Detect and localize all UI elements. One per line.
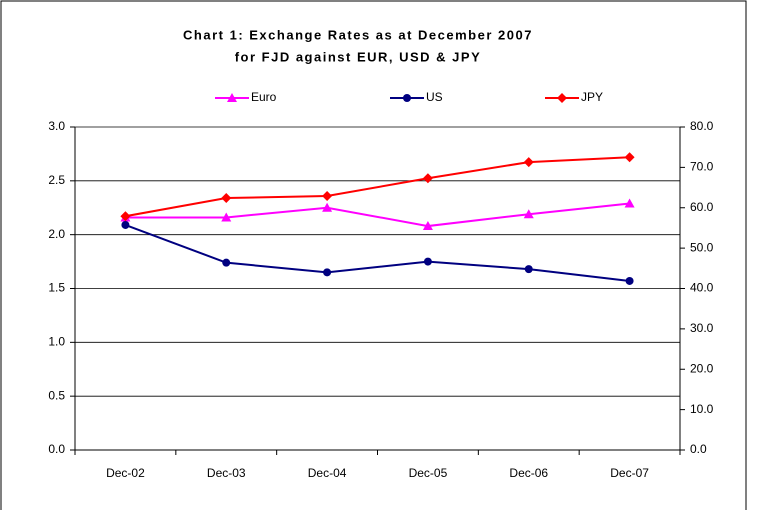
y2-tick-label: 30.0 <box>690 321 714 335</box>
legend-label: US <box>426 90 443 104</box>
series-line <box>125 224 630 282</box>
y2-tick-label: 80.0 <box>690 119 714 133</box>
y2-tick-label: 20.0 <box>690 361 714 375</box>
y2-tick-label: 40.0 <box>690 281 714 295</box>
marker <box>322 202 333 212</box>
y2-tick-label: 10.0 <box>690 402 714 416</box>
chart-title: Chart 1: Exchange Rates as at December 2… <box>183 27 533 42</box>
marker <box>624 198 635 208</box>
y-tick-label: 0.0 <box>48 442 65 456</box>
marker <box>524 265 533 274</box>
y2-tick-label: 70.0 <box>690 160 714 174</box>
y-tick-label: 1.0 <box>48 335 65 349</box>
marker <box>322 191 333 202</box>
x-tick-label: Dec-03 <box>207 466 246 480</box>
x-tick-label: Dec-04 <box>308 466 347 480</box>
marker <box>422 173 433 184</box>
x-tick-label: Dec-02 <box>106 466 145 480</box>
y2-tick-label: 60.0 <box>690 200 714 214</box>
marker <box>423 257 432 266</box>
y2-tick-label: 0.0 <box>690 442 707 456</box>
y2-tick-label: 50.0 <box>690 240 714 254</box>
marker <box>222 258 231 267</box>
marker <box>422 221 433 231</box>
series-line <box>125 156 630 218</box>
y-tick-label: 2.5 <box>48 173 65 187</box>
marker <box>624 152 635 163</box>
marker <box>221 212 232 222</box>
y-tick-label: 1.5 <box>48 281 65 295</box>
legend-label: JPY <box>581 90 603 104</box>
legend-label: Euro <box>251 90 277 104</box>
marker <box>120 211 131 222</box>
marker <box>121 220 130 229</box>
marker <box>523 209 534 219</box>
marker <box>523 157 534 168</box>
marker <box>221 193 232 204</box>
x-tick-label: Dec-06 <box>509 466 548 480</box>
marker <box>625 276 634 285</box>
marker <box>227 93 237 102</box>
x-tick-label: Dec-05 <box>409 466 448 480</box>
x-tick-label: Dec-07 <box>610 466 649 480</box>
marker <box>323 268 332 277</box>
marker <box>557 93 567 103</box>
marker <box>403 94 411 102</box>
y-tick-label: 0.5 <box>48 388 65 402</box>
chart-title: for FJD against EUR, USD & JPY <box>235 49 482 64</box>
series-line <box>125 202 630 228</box>
y-tick-label: 3.0 <box>48 119 65 133</box>
y-tick-label: 2.0 <box>48 227 65 241</box>
